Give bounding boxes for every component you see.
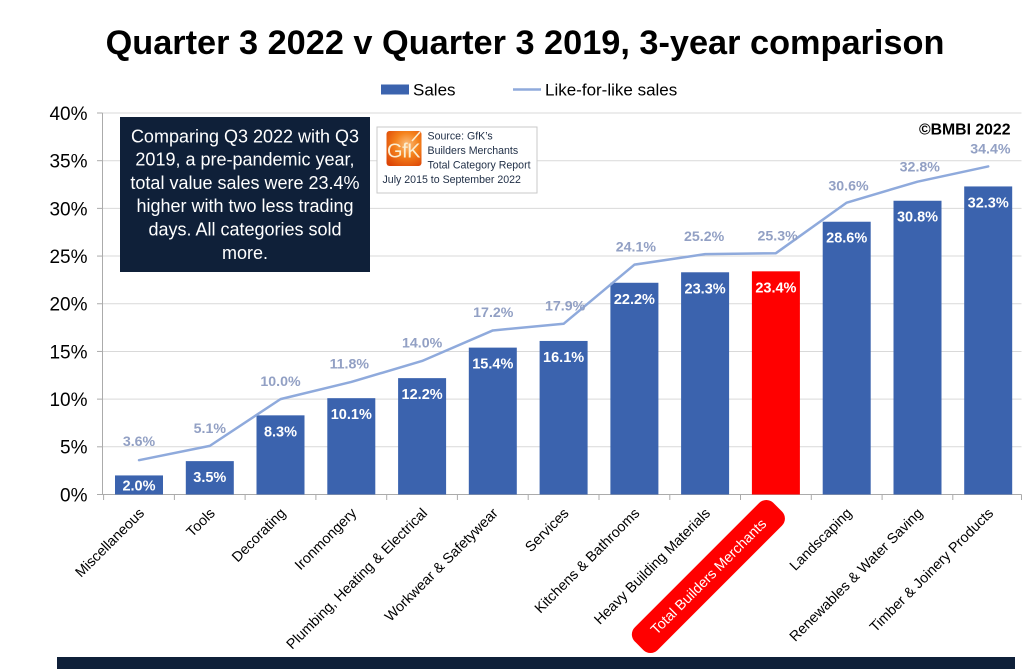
svg-text:July 2015 to September 2022: July 2015 to September 2022	[383, 174, 522, 186]
svg-text:Comparing Q3 2022 with Q3: Comparing Q3 2022 with Q3	[131, 126, 359, 146]
svg-text:28.6%: 28.6%	[826, 231, 867, 247]
svg-text:Total Category Report: Total Category Report	[428, 160, 531, 172]
svg-text:10%: 10%	[49, 390, 87, 411]
svg-text:40%: 40%	[49, 104, 87, 125]
svg-text:higher with two less trading: higher with two less trading	[136, 196, 353, 216]
svg-text:17.2%: 17.2%	[473, 305, 514, 321]
svg-text:22.2%: 22.2%	[614, 292, 655, 308]
svg-text:©BMBI 2022: ©BMBI 2022	[919, 122, 1011, 139]
svg-text:0%: 0%	[60, 485, 88, 506]
svg-text:2019, a pre-pandemic year,: 2019, a pre-pandemic year,	[135, 150, 354, 170]
svg-text:34.4%: 34.4%	[970, 142, 1011, 158]
svg-text:Builders Merchants: Builders Merchants	[428, 145, 519, 157]
svg-text:32.8%: 32.8%	[900, 160, 941, 176]
svg-text:30.6%: 30.6%	[828, 179, 869, 195]
svg-text:5%: 5%	[60, 438, 88, 459]
svg-text:24.1%: 24.1%	[616, 239, 657, 255]
svg-text:5.1%: 5.1%	[194, 421, 227, 437]
svg-text:11.8%: 11.8%	[330, 357, 370, 373]
svg-text:15%: 15%	[49, 342, 87, 363]
svg-text:25.3%: 25.3%	[757, 229, 798, 245]
svg-text:10.1%: 10.1%	[331, 407, 372, 423]
svg-text:25.2%: 25.2%	[684, 229, 725, 245]
svg-text:14.0%: 14.0%	[402, 336, 443, 352]
svg-text:3.5%: 3.5%	[193, 470, 226, 486]
svg-text:2.0%: 2.0%	[122, 479, 155, 495]
svg-text:15.4%: 15.4%	[472, 357, 513, 373]
svg-text:total value sales were 23.4%: total value sales were 23.4%	[130, 173, 359, 193]
svg-text:Source: GfK’s: Source: GfK’s	[428, 131, 493, 143]
svg-text:days. All categories sold: days. All categories sold	[148, 220, 341, 240]
svg-text:30.8%: 30.8%	[897, 210, 938, 226]
svg-text:17.9%: 17.9%	[545, 299, 586, 315]
svg-text:Like-for-like sales: Like-for-like sales	[545, 81, 677, 100]
svg-text:Sales: Sales	[413, 81, 456, 100]
svg-text:Quarter 3 2022 v Quarter 3 201: Quarter 3 2022 v Quarter 3 2019, 3-year …	[106, 24, 945, 62]
svg-text:8.3%: 8.3%	[264, 424, 297, 440]
svg-text:12.2%: 12.2%	[402, 387, 443, 403]
svg-text:35%: 35%	[49, 152, 87, 173]
svg-text:23.3%: 23.3%	[685, 281, 726, 297]
svg-text:more.: more.	[222, 243, 268, 263]
svg-text:20%: 20%	[49, 295, 87, 316]
svg-text:30%: 30%	[49, 199, 87, 220]
svg-text:23.4%: 23.4%	[755, 280, 796, 296]
svg-text:32.3%: 32.3%	[968, 195, 1009, 211]
svg-text:25%: 25%	[49, 247, 87, 268]
svg-text:16.1%: 16.1%	[543, 350, 584, 366]
svg-text:3.6%: 3.6%	[123, 434, 156, 450]
svg-text:10.0%: 10.0%	[260, 374, 301, 390]
svg-text:GfK: GfK	[387, 141, 421, 163]
